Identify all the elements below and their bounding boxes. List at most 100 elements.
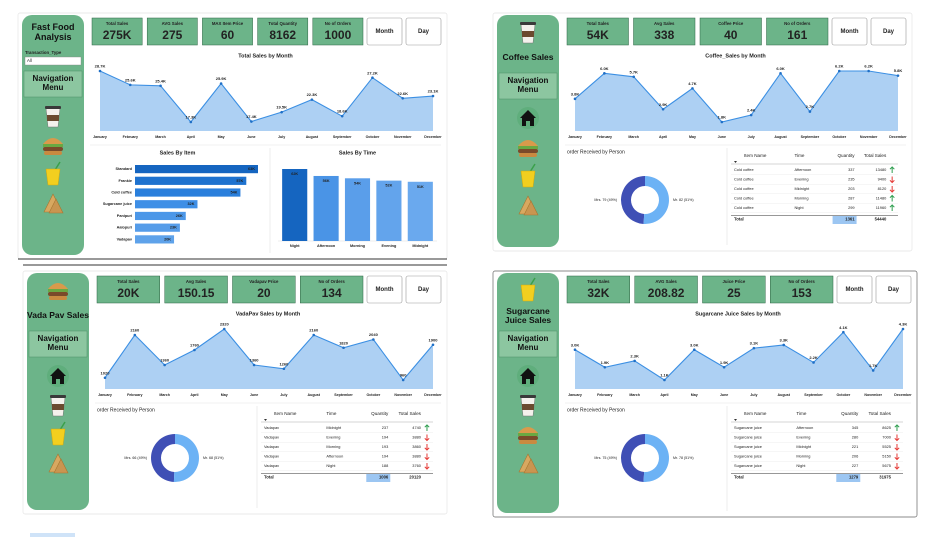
period-button-label[interactable]: Day: [418, 287, 430, 293]
period-button[interactable]: [836, 275, 873, 304]
data-label: 3.1K: [750, 341, 759, 346]
kpi-value: 54K: [587, 28, 609, 42]
period-button-label[interactable]: Day: [883, 29, 895, 35]
x-tick-label: May: [689, 135, 696, 139]
period-button[interactable]: [405, 275, 442, 304]
point: [431, 94, 435, 98]
panel-frame: [492, 12, 913, 252]
kpi-label: Coffee Price: [718, 21, 744, 26]
nav-icon[interactable]: [48, 453, 69, 474]
total-cell: 54440: [875, 217, 887, 222]
nav-icon[interactable]: [45, 106, 61, 128]
cell: Cold coffee: [734, 196, 754, 201]
nav-icon[interactable]: [520, 395, 536, 417]
kpi-label: Total Sales: [106, 21, 129, 26]
cell: 188: [382, 463, 389, 468]
straw: [59, 421, 66, 431]
nav-button[interactable]: [498, 330, 558, 358]
nav-icon[interactable]: [47, 365, 69, 387]
nav-label[interactable]: Navigation Menu: [507, 334, 549, 352]
point: [189, 120, 193, 124]
x-tick-label: February: [597, 393, 612, 397]
filter-dropdown[interactable]: [24, 56, 82, 66]
period-button[interactable]: [366, 17, 403, 46]
data-label: 2.9K: [659, 102, 668, 107]
x-tick-label: April: [659, 135, 667, 139]
nav-button[interactable]: [28, 330, 88, 358]
area: [575, 329, 903, 389]
nav-icon[interactable]: [520, 163, 536, 188]
panel-frame: [492, 270, 918, 518]
point: [431, 343, 435, 347]
cell: Sugarcane juice: [734, 435, 762, 440]
total-label: Total: [264, 475, 274, 480]
x-tick-label: March: [628, 135, 639, 139]
period-button-label[interactable]: Month: [376, 29, 394, 35]
slice: [643, 176, 669, 224]
column-header: Item Name: [744, 153, 767, 158]
nav-icon[interactable]: [43, 193, 64, 214]
sidebar-title-box: Coffee Sales: [502, 53, 553, 62]
cell: Vadapav: [264, 435, 279, 440]
period-button-label[interactable]: Day: [888, 287, 900, 293]
point: [193, 348, 196, 352]
point: [749, 113, 753, 117]
nav-icon[interactable]: [517, 107, 539, 129]
nav-button[interactable]: [23, 70, 83, 98]
period-button[interactable]: [366, 275, 403, 304]
x-tick-label: July: [748, 135, 755, 139]
x-tick-label: April: [190, 393, 198, 397]
cup-lid: [45, 106, 61, 109]
nav-button[interactable]: [498, 72, 558, 100]
kpi-card: [770, 275, 834, 304]
cell: 299: [848, 205, 855, 210]
nav-icon[interactable]: [518, 140, 538, 157]
nav-icon[interactable]: [520, 22, 536, 44]
bun-top: [518, 427, 538, 433]
cell: Night: [794, 205, 804, 210]
data-label: 3.8K: [571, 91, 580, 96]
period-button[interactable]: [870, 17, 907, 46]
data-label: Mr. 78 (51%): [673, 456, 694, 460]
total-label: Total: [734, 217, 744, 222]
column-header: Total Sales: [864, 153, 887, 158]
nav-icon[interactable]: [50, 395, 66, 417]
period-button-label[interactable]: Month: [376, 287, 394, 293]
cell: Sugarcane juice: [734, 444, 762, 449]
kpi-label: Total Sales: [587, 21, 610, 26]
nav-icon[interactable]: [45, 161, 61, 186]
lettuce: [43, 144, 63, 147]
kpi-card: [91, 17, 143, 46]
nav-icon[interactable]: [48, 283, 68, 300]
data-label: 4.7K: [688, 81, 697, 86]
x-tick-label: January: [568, 393, 582, 397]
period-button-label[interactable]: Day: [418, 29, 430, 35]
nav-label[interactable]: Navigation Menu: [32, 74, 74, 92]
kpi-label: Avg Sales: [654, 21, 675, 26]
data-label: 25.9K: [216, 76, 227, 81]
period-button[interactable]: [405, 17, 442, 46]
nav-icon[interactable]: [518, 195, 539, 216]
data-label: 3.0K: [571, 342, 580, 347]
nav-icon[interactable]: [50, 421, 66, 446]
nav-label[interactable]: Navigation Menu: [507, 76, 549, 94]
x-tick-label: February: [597, 135, 612, 139]
line: [574, 328, 904, 381]
nav-label[interactable]: Navigation Menu: [37, 334, 79, 352]
data-label: 960: [400, 373, 407, 378]
total-highlight: [832, 216, 857, 224]
point: [280, 110, 283, 114]
period-button-label[interactable]: Month: [846, 287, 864, 293]
nav-icon[interactable]: [517, 365, 539, 387]
nav-icon[interactable]: [518, 453, 539, 474]
chart-title: order Received by Person: [567, 407, 625, 413]
sidebar-title-box: Fast Food Analysis: [32, 22, 75, 42]
nav-icon[interactable]: [43, 138, 63, 155]
x-tick-label: August: [778, 393, 791, 397]
nav-icon[interactable]: [520, 277, 536, 302]
kpi-label: Total Quantity: [268, 21, 297, 26]
period-button-label[interactable]: Month: [841, 29, 859, 35]
period-button[interactable]: [831, 17, 868, 46]
period-button[interactable]: [875, 275, 912, 304]
nav-icon[interactable]: [518, 427, 538, 444]
